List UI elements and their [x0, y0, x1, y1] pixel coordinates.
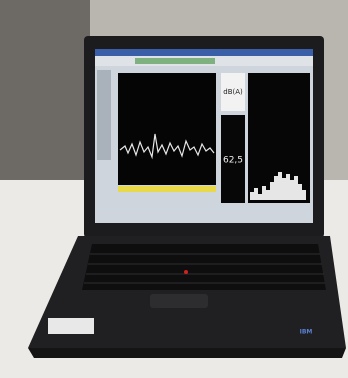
title-bar [95, 49, 313, 56]
level-reading: 62,5 [223, 156, 243, 166]
trackpoint [184, 270, 188, 274]
left-background [0, 0, 90, 190]
mouse-buttons [150, 294, 208, 308]
toolbar-buttons [135, 58, 215, 64]
waveform-panel [118, 73, 216, 185]
base-edge [28, 348, 346, 358]
photo: dB(A) 62,5 IBM [0, 0, 348, 378]
side-toolbar [97, 70, 111, 160]
sticker [48, 318, 94, 334]
logo: IBM [300, 329, 313, 336]
progress-bar [118, 186, 216, 192]
unit-label: dB(A) [223, 88, 243, 96]
